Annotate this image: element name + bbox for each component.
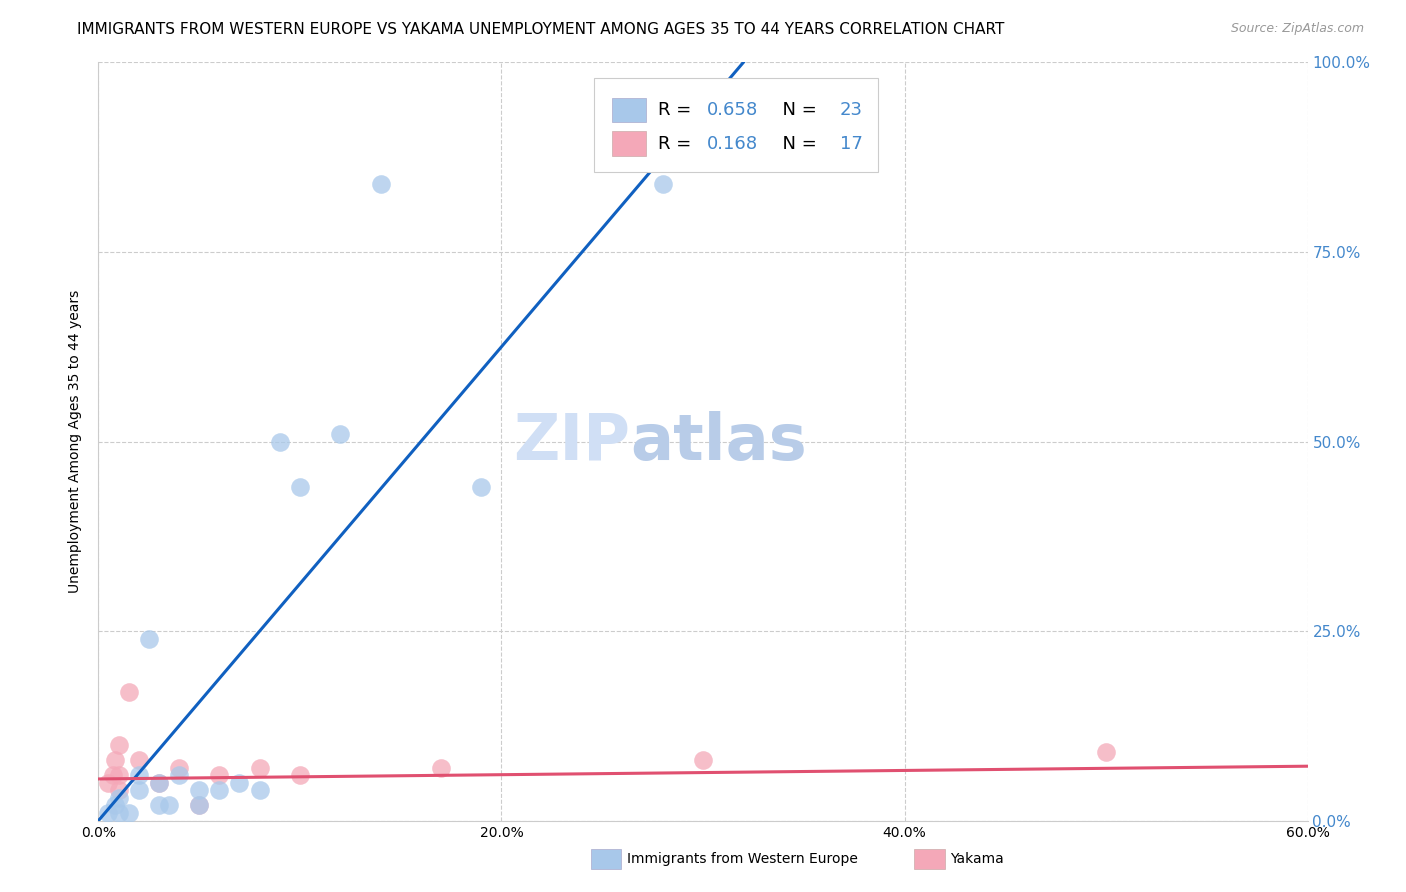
Bar bbox=[613, 131, 647, 156]
Point bbox=[430, 760, 453, 774]
Point bbox=[103, 798, 125, 813]
Text: Yakama: Yakama bbox=[950, 852, 1004, 866]
Point bbox=[692, 753, 714, 767]
Point bbox=[128, 753, 150, 767]
Point bbox=[228, 776, 250, 790]
Point bbox=[148, 798, 170, 813]
Point bbox=[97, 806, 120, 821]
Point bbox=[138, 632, 160, 646]
Point bbox=[188, 798, 211, 813]
Point bbox=[269, 434, 291, 449]
Point bbox=[128, 768, 150, 782]
Point bbox=[249, 783, 271, 797]
Point bbox=[651, 177, 673, 191]
Point bbox=[188, 798, 211, 813]
Point bbox=[370, 177, 392, 191]
Point bbox=[128, 783, 150, 797]
Text: R =: R = bbox=[658, 135, 697, 153]
Text: 17: 17 bbox=[839, 135, 862, 153]
Point bbox=[208, 768, 231, 782]
Point bbox=[107, 738, 129, 752]
Text: N =: N = bbox=[770, 101, 823, 120]
Point bbox=[148, 776, 170, 790]
Text: atlas: atlas bbox=[630, 410, 807, 473]
FancyBboxPatch shape bbox=[595, 78, 879, 172]
Point bbox=[157, 798, 180, 813]
Point bbox=[188, 783, 211, 797]
Text: R =: R = bbox=[658, 101, 697, 120]
Point bbox=[107, 783, 129, 797]
Point bbox=[101, 768, 124, 782]
Point bbox=[167, 760, 190, 774]
Point bbox=[288, 768, 311, 782]
Point bbox=[1095, 746, 1118, 760]
Text: IMMIGRANTS FROM WESTERN EUROPE VS YAKAMA UNEMPLOYMENT AMONG AGES 35 TO 44 YEARS : IMMIGRANTS FROM WESTERN EUROPE VS YAKAMA… bbox=[77, 22, 1005, 37]
Text: Source: ZipAtlas.com: Source: ZipAtlas.com bbox=[1230, 22, 1364, 36]
Point bbox=[118, 806, 141, 821]
Point bbox=[208, 783, 231, 797]
Point bbox=[470, 480, 492, 494]
Y-axis label: Unemployment Among Ages 35 to 44 years: Unemployment Among Ages 35 to 44 years bbox=[69, 290, 83, 593]
Point bbox=[118, 685, 141, 699]
Bar bbox=[613, 98, 647, 122]
Text: 0.658: 0.658 bbox=[707, 101, 758, 120]
Text: N =: N = bbox=[770, 135, 823, 153]
Point bbox=[148, 776, 170, 790]
Point bbox=[288, 480, 311, 494]
Text: 0.168: 0.168 bbox=[707, 135, 758, 153]
Text: Immigrants from Western Europe: Immigrants from Western Europe bbox=[627, 852, 858, 866]
Point bbox=[107, 791, 129, 805]
Point bbox=[107, 768, 129, 782]
Point bbox=[167, 768, 190, 782]
Point bbox=[97, 776, 120, 790]
Point bbox=[329, 427, 352, 442]
Point bbox=[249, 760, 271, 774]
Text: ZIP: ZIP bbox=[513, 410, 630, 473]
Point bbox=[107, 806, 129, 821]
Point bbox=[103, 753, 125, 767]
Text: 23: 23 bbox=[839, 101, 863, 120]
